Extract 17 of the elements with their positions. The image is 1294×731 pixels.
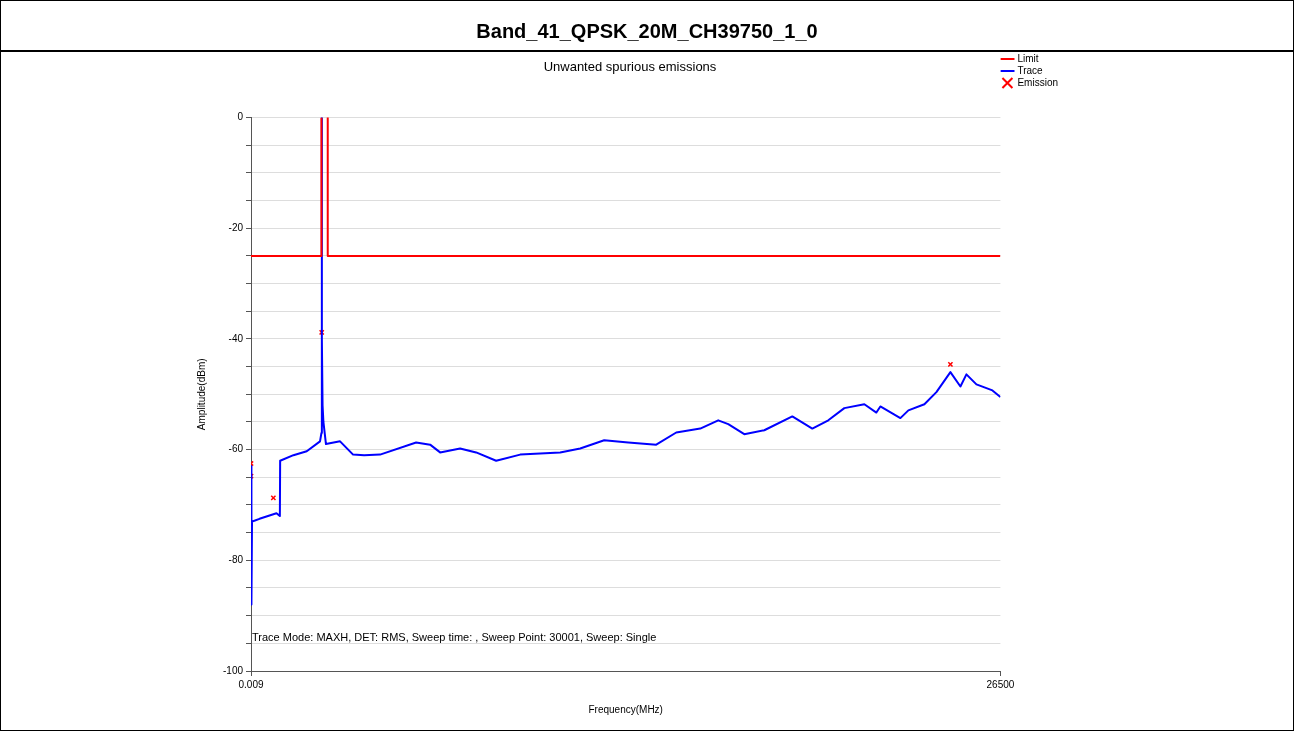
y-tick-label: -80 <box>228 554 244 566</box>
annotation: Trace Mode: MAXH, DET: RMS, Sweep time: , Sweep Point: 30001, Sweep: Single <box>252 631 657 644</box>
y-tick-label: 0 <box>237 111 244 123</box>
x-tick-label: 0.009 <box>238 678 264 690</box>
x-axis-title: Frequency(MHz) <box>588 703 663 715</box>
y-tick-label: -60 <box>228 443 244 455</box>
legend-label: Limit <box>1017 52 1039 64</box>
y-tick-label: -40 <box>228 332 244 344</box>
point <box>947 361 954 368</box>
y-tick-label: -20 <box>228 222 244 234</box>
legend-label: Trace <box>1017 64 1044 76</box>
chart-subtitle: Unwanted spurious emissions <box>543 59 717 75</box>
x-tick-label: 26500 <box>986 678 1015 690</box>
y-tick-label: -100 <box>223 664 244 676</box>
chart-title: Band_41_QPSK_20M_CH39750_1_0 <box>1 1 1293 52</box>
legend-label: Emission <box>1017 76 1059 88</box>
y-axis-title: Amplitude(dBm) <box>195 358 207 431</box>
